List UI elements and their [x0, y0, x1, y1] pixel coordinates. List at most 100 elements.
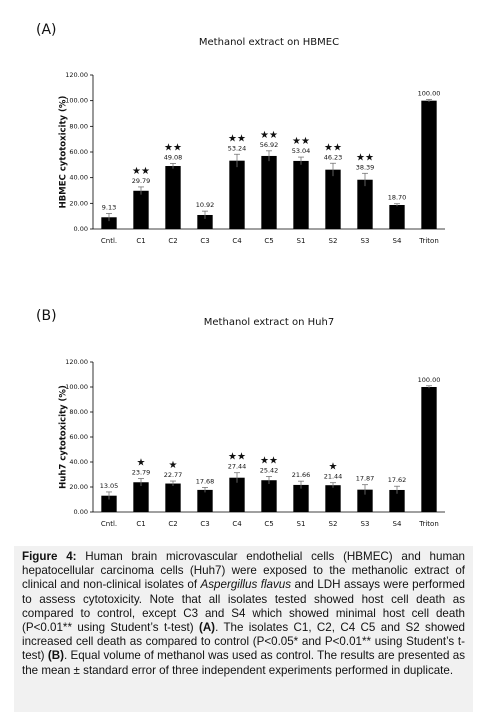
y-tick-label: 40.00	[69, 458, 88, 466]
value-label: 21.66	[292, 471, 311, 479]
x-tick-label: Triton	[418, 520, 439, 528]
x-tick-label: S4	[393, 520, 402, 528]
bar	[197, 489, 213, 512]
x-tick-label: C1	[136, 520, 145, 528]
bar	[389, 489, 405, 512]
significance-stars: ★★	[228, 452, 246, 463]
bar	[293, 484, 309, 512]
y-axis-label: HBMEC cytotoxicity (%)	[59, 96, 69, 209]
x-tick-label: S2	[329, 237, 338, 245]
bar	[421, 387, 437, 512]
bar	[357, 489, 373, 512]
bar	[421, 100, 437, 230]
value-label: 46.23	[324, 153, 343, 161]
value-label: 100.00	[418, 89, 441, 97]
x-tick-label: S1	[297, 237, 306, 245]
significance-stars: ★★	[260, 130, 278, 141]
bar	[133, 482, 149, 512]
significance-stars: ★★	[292, 136, 310, 147]
bar	[229, 160, 245, 229]
caption: Figure 4: Human brain microvascular endo…	[14, 546, 473, 712]
x-tick-label: S3	[361, 520, 370, 528]
bar	[261, 480, 277, 512]
significance-stars: ★★	[356, 152, 374, 163]
chart-title: Methanol extract on HBMEC	[199, 37, 339, 48]
y-tick-label: 20.00	[69, 199, 88, 207]
caption-ref: (B)	[47, 649, 64, 663]
significance-stars: ★	[137, 458, 146, 469]
bar	[325, 485, 341, 512]
value-label: 13.05	[100, 482, 119, 490]
value-label: 53.04	[292, 147, 311, 155]
value-label: 10.92	[196, 201, 215, 209]
bar	[101, 217, 117, 229]
significance-stars: ★★	[324, 142, 342, 153]
caption-text: Human brain microvascular endothelial ce…	[22, 550, 465, 592]
y-tick-label: 80.00	[69, 408, 88, 416]
x-tick-label: Cntl.	[101, 237, 117, 245]
bar	[357, 179, 373, 229]
significance-stars: ★★	[228, 133, 246, 144]
y-tick-label: 100.00	[65, 383, 88, 391]
x-tick-label: C3	[200, 237, 209, 245]
figure: (A) Methanol extract on HBMEC HBMEC cytoto…	[36, 22, 445, 528]
caption-text: . The isolates C1, C2, C4 C5 and S2 show…	[22, 621, 465, 663]
x-tick-label: C5	[264, 520, 273, 528]
bar	[165, 166, 181, 229]
y-tick-label: 120.00	[65, 358, 88, 366]
significance-stars: ★★	[260, 455, 278, 466]
x-tick-label: S1	[297, 520, 306, 528]
y-tick-label: 100.00	[65, 97, 88, 105]
bar	[389, 205, 405, 229]
value-label: 17.62	[388, 476, 407, 484]
panel-label: (B)	[36, 308, 57, 324]
significance-stars: ★★	[164, 142, 182, 153]
caption-label: Figure 4:	[22, 550, 77, 563]
value-label: 53.24	[228, 144, 247, 152]
x-tick-label: S2	[329, 520, 338, 528]
value-label: 27.44	[228, 463, 247, 471]
y-tick-label: 0.00	[74, 225, 88, 233]
y-tick-label: 40.00	[69, 174, 88, 182]
x-tick-label: C5	[264, 237, 273, 245]
significance-stars: ★	[329, 462, 338, 473]
value-label: 29.79	[132, 177, 151, 185]
value-label: 49.08	[164, 153, 183, 161]
y-tick-label: 80.00	[69, 122, 88, 130]
x-tick-label: C1	[136, 237, 145, 245]
caption-text: and LDH assays were performed to assess …	[22, 578, 466, 635]
panel-label: (A)	[36, 22, 57, 38]
bar	[261, 155, 277, 229]
x-tick-label: S3	[361, 237, 370, 245]
value-label: 21.44	[324, 473, 343, 481]
value-label: 22.77	[164, 471, 183, 479]
x-tick-label: C4	[232, 520, 242, 528]
value-label: 25.42	[260, 466, 279, 474]
value-label: 17.68	[196, 477, 215, 485]
x-tick-label: C3	[200, 520, 209, 528]
bar	[197, 214, 213, 229]
x-tick-label: C2	[168, 237, 177, 245]
value-label: 56.92	[260, 141, 279, 149]
chart-title: Methanol extract on Huh7	[204, 317, 334, 328]
x-tick-label: C4	[232, 237, 242, 245]
caption-ref: (A)	[198, 621, 216, 635]
y-tick-label: 60.00	[69, 148, 88, 156]
value-label: 38.39	[356, 163, 375, 171]
x-tick-label: Triton	[418, 237, 439, 245]
y-tick-label: 60.00	[69, 433, 88, 441]
y-tick-label: 20.00	[69, 483, 88, 491]
x-tick-label: C2	[168, 520, 177, 528]
y-tick-label: 120.00	[65, 71, 88, 79]
x-tick-label: S4	[393, 237, 402, 245]
value-label: 9.13	[102, 203, 116, 211]
bar	[165, 483, 181, 512]
y-axis-label: Huh7 cytotoxicity (%)	[59, 385, 69, 489]
bar	[133, 190, 149, 229]
bar	[325, 169, 341, 229]
value-label: 17.87	[356, 475, 375, 483]
significance-stars: ★★	[132, 166, 150, 177]
x-tick-label: Cntl.	[101, 520, 117, 528]
caption-text: . Equal volume of methanol was used as c…	[22, 649, 465, 677]
